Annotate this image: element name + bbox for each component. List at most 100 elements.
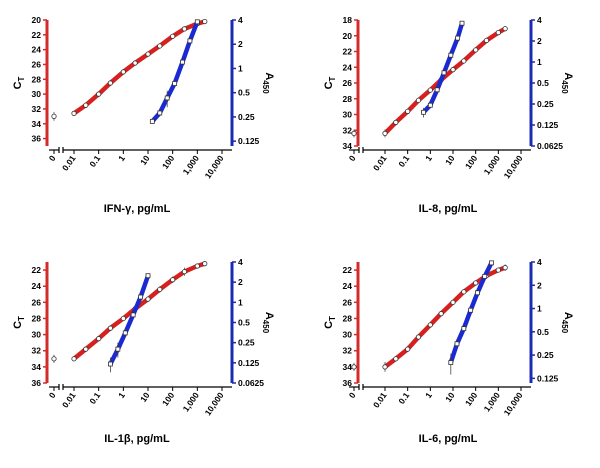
left-axis-tick-label: 34 bbox=[32, 362, 42, 372]
right-axis-tick-label: 0.5 bbox=[537, 327, 549, 337]
ct-fit-curve bbox=[71, 261, 208, 362]
left-axis-label-main: C bbox=[323, 81, 335, 89]
a450-data-point bbox=[455, 35, 461, 41]
a450-data-point bbox=[448, 360, 454, 365]
x-axis-tick-label: 0.1 bbox=[87, 390, 102, 406]
left-axis-tick-label: 22 bbox=[343, 265, 353, 275]
ct-data-point bbox=[450, 299, 456, 305]
ct-data-point bbox=[461, 58, 467, 64]
ct-data-point bbox=[405, 108, 411, 114]
chart-panel-3: 22 24 26 28 30 32 34 36 CT 4 2 1 0.5 0.25 0.125 0.0625 A… bbox=[12, 257, 275, 445]
ct-data-point bbox=[145, 296, 151, 302]
a450-data-point bbox=[454, 341, 460, 347]
x-axis-tick-label: 10 bbox=[138, 390, 152, 404]
right-axis-label: A450 bbox=[261, 312, 275, 334]
left-axis-tick-label: 28 bbox=[32, 74, 42, 84]
ct-data-point bbox=[132, 60, 138, 66]
x-axis-tick-label: 100 bbox=[463, 390, 479, 408]
x-axis-tick-label: 10 bbox=[138, 153, 152, 167]
right-axis-tick-label: 0.125 bbox=[238, 136, 260, 146]
left-axis-tick-label: 26 bbox=[343, 78, 353, 88]
ct-data-point bbox=[393, 119, 399, 125]
x-axis-tick-label: 100 bbox=[463, 153, 479, 171]
left-axis-tick-label: 24 bbox=[343, 62, 353, 72]
ct-data-point bbox=[170, 33, 176, 39]
x-axis-tick-label: 0.01 bbox=[371, 153, 389, 173]
ct-data-point bbox=[382, 364, 388, 370]
ct-data-point bbox=[461, 289, 467, 295]
x-axis-caption: IL-6, pg/mL bbox=[419, 433, 478, 445]
chart-panel-4: 22 24 26 28 30 32 34 36 CT 4 2 1 0.5 0.25 0.125 A450 0 0.… bbox=[323, 257, 574, 445]
ct-data-point bbox=[181, 26, 188, 32]
a450-data-point bbox=[130, 312, 136, 318]
a450-data-point bbox=[194, 19, 200, 25]
ct-fit-curve bbox=[382, 26, 508, 136]
x-axis-tick-label: 10,000 bbox=[502, 390, 525, 417]
ct-data-point bbox=[107, 325, 114, 331]
a450-data-point bbox=[459, 20, 465, 26]
left-axis-tick-label: 28 bbox=[343, 94, 353, 104]
x-axis-caption: IFN-γ, pg/mL bbox=[104, 203, 171, 215]
a450-data-point bbox=[461, 326, 467, 332]
x-axis-tick-label: 0 bbox=[47, 153, 58, 163]
right-axis-label-sub: 450 bbox=[560, 320, 569, 334]
x-axis-tick-label: 1 bbox=[116, 153, 127, 163]
left-axis-tick-label: 20 bbox=[343, 31, 353, 41]
left-axis-label-main: C bbox=[12, 81, 24, 89]
ct-data-point bbox=[170, 277, 176, 283]
ct-data-point bbox=[202, 261, 208, 267]
ct-data-point bbox=[120, 315, 126, 322]
a450-data-point bbox=[187, 38, 193, 44]
ct-data-point bbox=[71, 356, 77, 362]
right-axis-tick-label: 0.0625 bbox=[537, 141, 563, 151]
a450-data-point bbox=[448, 52, 454, 58]
left-axis-tick-label: 26 bbox=[343, 297, 353, 307]
x-axis-tick-label: 1,000 bbox=[181, 390, 202, 413]
right-axis-tick-label: 0.125 bbox=[537, 373, 559, 383]
right-axis-tick-label: 2 bbox=[238, 277, 243, 287]
ct-fit-curve bbox=[71, 19, 208, 116]
right-axis-label-main: A bbox=[263, 312, 275, 320]
left-axis-label: CT bbox=[12, 316, 26, 329]
chart-panel-1: 20 22 24 26 28 30 32 34 36 CT 4 2 1 0.5 0.25 0.125 A450 0… bbox=[12, 15, 275, 215]
a450-data-point bbox=[164, 95, 170, 101]
x-axis-tick-label: 0 bbox=[47, 390, 58, 400]
left-axis-tick-label: 36 bbox=[32, 134, 42, 144]
left-axis-tick-label: 30 bbox=[343, 110, 353, 120]
right-axis-label-main: A bbox=[562, 72, 574, 80]
right-axis-tick-label: 0.25 bbox=[537, 350, 554, 360]
left-axis-tick-label: 32 bbox=[343, 346, 353, 356]
right-axis-tick-label: 1 bbox=[238, 297, 243, 307]
ct-data-point bbox=[438, 311, 444, 317]
left-axis-tick-label: 28 bbox=[32, 313, 42, 323]
x-axis-tick-label: 0.1 bbox=[396, 390, 411, 406]
a450-fit-curve bbox=[108, 273, 151, 367]
left-axis-tick-label: 34 bbox=[343, 141, 353, 151]
a450-data-point bbox=[180, 59, 185, 65]
ct-data-point bbox=[483, 37, 490, 44]
ct-data-point bbox=[83, 102, 89, 108]
ct-data-point bbox=[96, 91, 102, 97]
a450-data-point bbox=[441, 70, 447, 76]
left-axis-label: CT bbox=[323, 316, 337, 329]
ct-data-point bbox=[415, 97, 422, 103]
x-axis-tick-label: 1 bbox=[423, 390, 434, 400]
ct-data-point bbox=[415, 334, 422, 340]
ct-data-point bbox=[495, 267, 501, 273]
ct-data-point bbox=[427, 87, 433, 93]
x-axis-tick-label: 1,000 bbox=[482, 390, 503, 413]
left-axis-tick-label: 26 bbox=[32, 59, 42, 69]
ct-data-point bbox=[96, 336, 102, 342]
ct-data-point bbox=[157, 286, 163, 293]
a450-data-point bbox=[489, 260, 494, 266]
x-axis-tick-label: 0.01 bbox=[60, 153, 78, 173]
ct-zero-point bbox=[51, 113, 57, 119]
right-axis-label: A450 bbox=[560, 72, 574, 94]
a450-data-point bbox=[122, 330, 128, 336]
ct-data-point bbox=[202, 18, 208, 25]
left-axis-label-main: C bbox=[12, 321, 24, 329]
ct-data-point bbox=[473, 47, 479, 53]
x-axis-tick-label: 0 bbox=[347, 153, 358, 163]
left-axis-tick-label: 22 bbox=[32, 30, 42, 40]
a450-data-point bbox=[145, 273, 151, 279]
